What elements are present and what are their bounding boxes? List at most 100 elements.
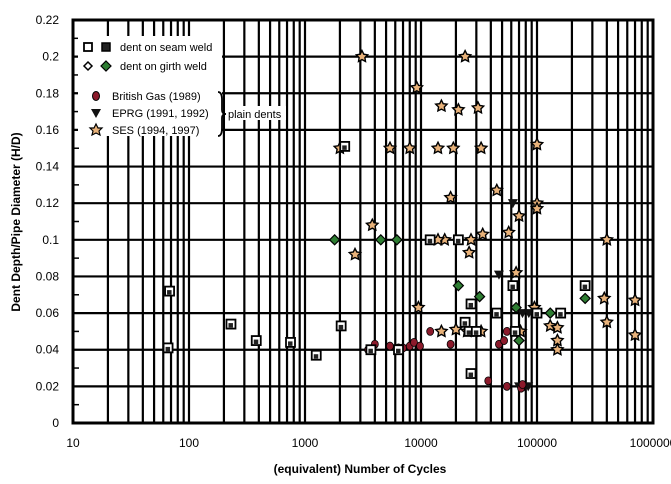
star-marker — [596, 290, 612, 305]
square-marker-fill — [534, 312, 539, 317]
square-marker-fill — [338, 324, 344, 330]
y-axis-label: Dent Depth/Pipe Diameter (H/D) — [9, 132, 23, 311]
square-marker-fill — [288, 341, 293, 346]
x-tick-labels: 10 100 1000 10000 100000 1000000 — [66, 436, 671, 450]
y-tick-label: 0.04 — [36, 343, 60, 357]
square-marker-fill — [468, 372, 474, 378]
x-tick-label: 100000 — [517, 436, 557, 450]
y-tick-label: 0.22 — [36, 13, 60, 27]
star-marker — [411, 299, 426, 314]
square-marker-fill — [368, 348, 373, 354]
star-marker — [550, 342, 565, 356]
star-marker — [461, 244, 477, 259]
square-marker-fill — [228, 323, 233, 328]
legend: dent on seam weld dent on girth weld Bri… — [78, 36, 286, 137]
circle-marker — [416, 341, 424, 351]
square-marker-fill — [342, 145, 347, 150]
square-marker-fill — [510, 284, 515, 290]
y-tick-label: 0.06 — [36, 306, 60, 320]
y-tick-label: 0 — [52, 416, 59, 430]
plot-frame — [71, 18, 655, 425]
circle-marker-icon — [92, 91, 100, 101]
y-tick-label: 0.12 — [36, 196, 60, 210]
star-marker — [599, 232, 615, 247]
star-marker — [430, 140, 446, 155]
y-tick-label: 0.1 — [42, 233, 59, 247]
star-marker — [463, 232, 479, 247]
y-tick-labels: 0 0.02 0.04 0.06 0.08 0.1 0.12 0.14 0.16 0.18 0.2 0… — [36, 13, 60, 430]
x-tick-label: 1000000 — [630, 436, 671, 450]
legend-girth-label: dent on girth weld — [120, 61, 207, 73]
star-marker — [434, 98, 449, 113]
star-marker — [550, 320, 565, 334]
square-marker-fill — [313, 354, 319, 359]
star-marker — [402, 140, 418, 155]
star-marker — [475, 226, 490, 241]
star-marker — [364, 217, 380, 232]
square-marker-fill — [396, 348, 401, 354]
star-marker — [489, 182, 505, 197]
x-tick-label: 1000 — [292, 436, 319, 450]
open-diamond-icon — [82, 60, 94, 72]
y-tick-label: 0.2 — [42, 50, 59, 64]
diamond-marker — [473, 290, 486, 303]
star-marker — [457, 49, 473, 63]
y-tick-label: 0.08 — [36, 269, 60, 283]
diamond-marker — [544, 307, 557, 319]
triangle-marker — [523, 309, 534, 319]
square-marker-fill — [253, 339, 259, 345]
star-marker — [382, 140, 398, 155]
legend-background — [78, 36, 222, 136]
circle-marker — [502, 381, 511, 391]
open-square-icon — [83, 42, 93, 52]
x-tick-label: 10000 — [404, 436, 438, 450]
square-marker-fill — [427, 238, 433, 244]
star-marker — [409, 80, 425, 94]
diamond-marker — [513, 334, 525, 347]
diamond-marker — [452, 279, 465, 292]
square-marker-fill — [558, 312, 563, 317]
legend-seam-label: dent on seam weld — [120, 42, 212, 54]
star-marker — [446, 140, 461, 155]
circle-marker — [446, 339, 455, 349]
star-marker — [529, 201, 545, 215]
filled-square-icon — [101, 42, 111, 52]
star-marker — [473, 140, 489, 155]
data-points — [162, 49, 643, 393]
square-marker-fill — [494, 312, 499, 317]
star-marker — [347, 246, 363, 261]
legend-ses-label: SES (1994, 1997) — [112, 125, 199, 137]
circle-marker — [386, 341, 394, 351]
star-marker — [511, 208, 527, 223]
x-axis-label: (equivalent) Number of Cycles — [274, 462, 447, 476]
star-marker — [627, 292, 643, 307]
y-tick-label: 0.18 — [36, 86, 60, 100]
star-marker-icon — [88, 122, 104, 137]
circle-marker — [500, 336, 508, 345]
circle-marker — [426, 327, 435, 336]
y-tick-label: 0.16 — [36, 123, 60, 137]
square-marker-fill — [462, 321, 468, 326]
circle-marker — [484, 376, 493, 386]
legend-bracket-label: plain dents — [228, 109, 282, 121]
triangle-marker — [493, 270, 504, 280]
triangle-marker — [517, 309, 528, 319]
star-marker — [599, 314, 614, 329]
star-marker — [443, 190, 458, 204]
square-marker-fill — [165, 346, 171, 352]
star-marker — [470, 100, 486, 115]
diamond-marker — [579, 292, 591, 305]
diamond-marker — [374, 233, 387, 246]
legend-eprg-label: EPRG (1991, 1992) — [112, 108, 209, 120]
square-marker-fill — [473, 330, 479, 335]
x-tick-label: 10 — [66, 436, 80, 450]
x-tick-label: 100 — [179, 436, 199, 450]
square-marker-fill — [468, 302, 474, 308]
square-marker-fill — [512, 330, 518, 335]
square-marker-fill — [455, 238, 461, 244]
star-marker — [434, 323, 449, 338]
bracket-label-bg — [226, 106, 286, 120]
star-marker — [451, 102, 466, 116]
green-diamond-icon — [100, 60, 112, 72]
triangle-marker — [507, 199, 518, 209]
